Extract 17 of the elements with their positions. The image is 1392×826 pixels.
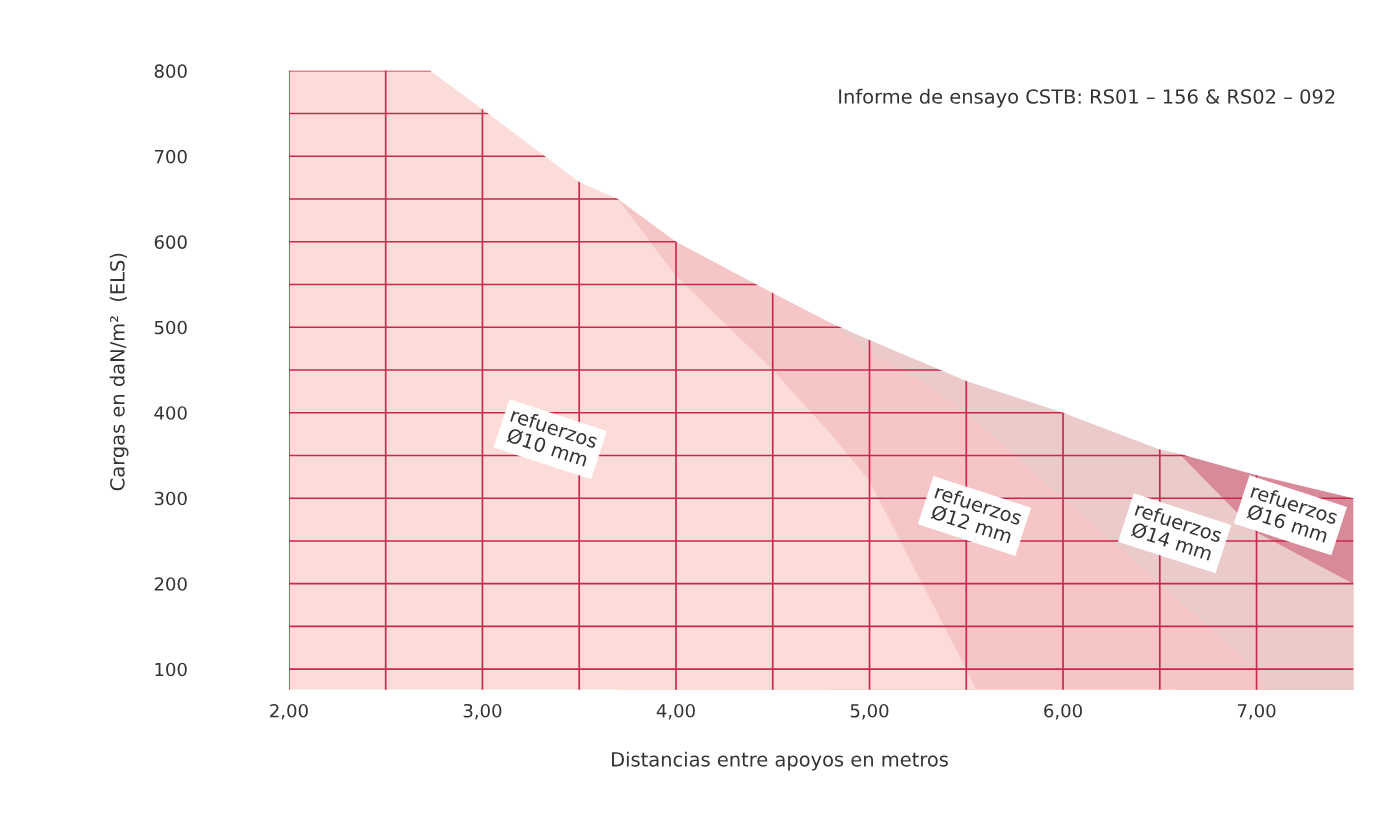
y-tick-label: 400	[154, 406, 187, 420]
x-tick-label: 7,00	[1237, 703, 1276, 720]
y-tick-label: 500	[154, 320, 187, 335]
x-tick-label: 2,00	[270, 703, 308, 720]
x-tick-label: 4,00	[656, 703, 695, 720]
annotation: Informe de ensayo CSTB: RS01 – 156 & RS02 – 092	[839, 88, 1335, 108]
y-tick-label: 800	[154, 64, 187, 78]
y-tick-label: 300	[154, 491, 187, 506]
x-axis-title: Distancias entre apoyos en metros	[612, 751, 948, 771]
y-tick-label: 100	[155, 662, 187, 677]
x-tick-label: 5,00	[850, 703, 889, 720]
y-tick-label: 200	[154, 577, 187, 591]
x-tick-label: 6,00	[1044, 703, 1082, 720]
y-tick-label: 600	[154, 235, 187, 249]
y-tick-label: 700	[154, 149, 187, 164]
x-tick-label: 3,00	[463, 703, 502, 720]
y-axis-title: Cargas en daN/m² (ELS)	[109, 253, 129, 491]
